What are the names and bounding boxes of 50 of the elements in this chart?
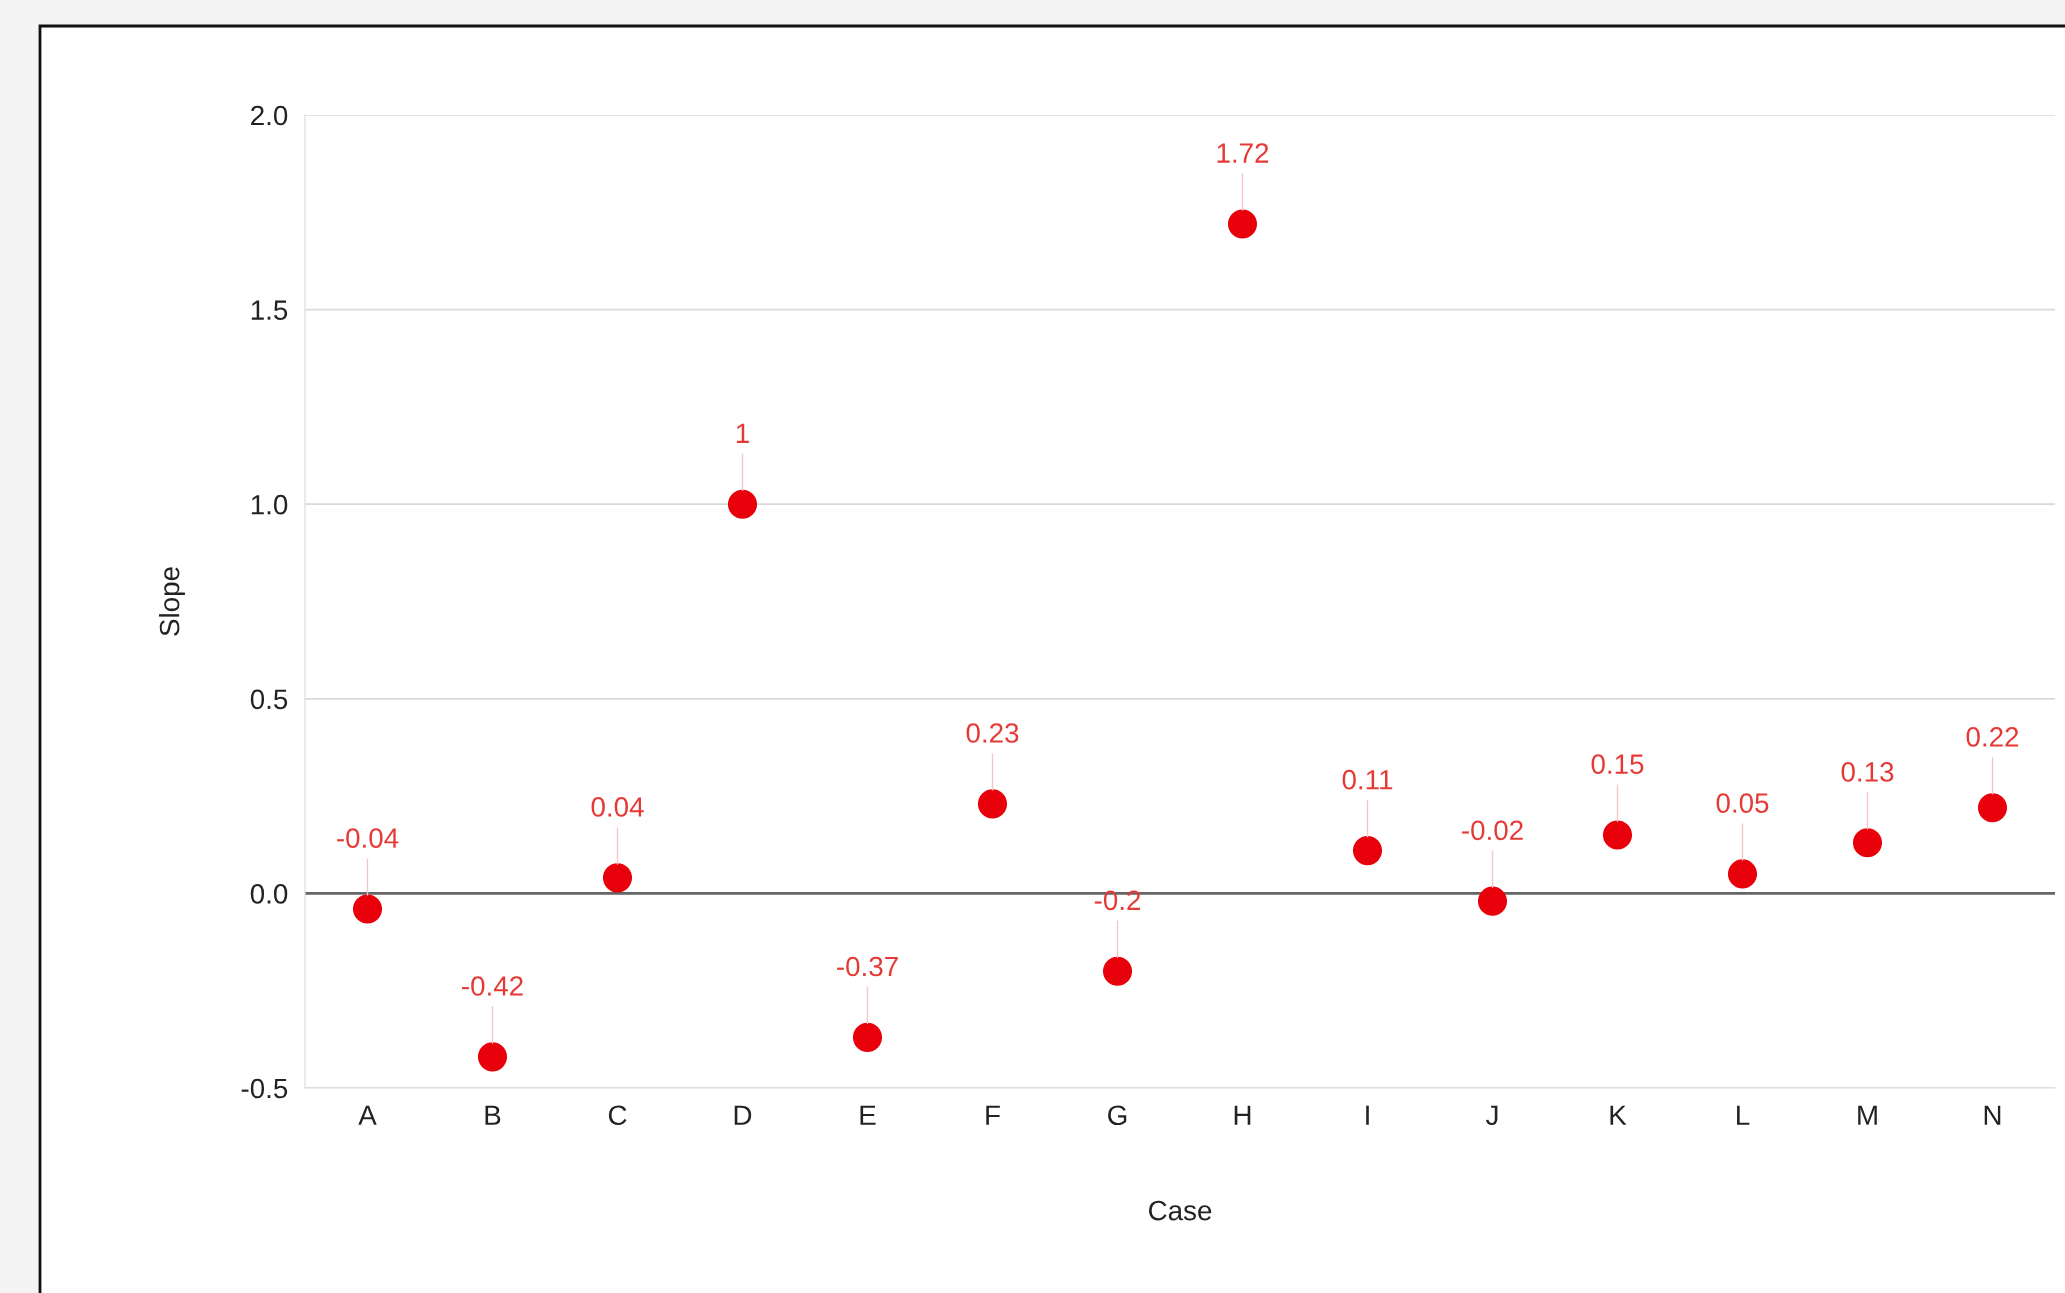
point [977, 789, 1008, 819]
data-label: -0.04 [337, 828, 399, 848]
data-label: 0.11 [1342, 769, 1393, 790]
data-label: 0.23 [966, 723, 1019, 743]
point [1602, 820, 1633, 850]
x-tick-label: B [485, 1105, 501, 1125]
data-label: -0.42 [462, 976, 523, 996]
y-tick-label: 2.0 [251, 105, 288, 126]
point [1477, 886, 1508, 916]
point [1102, 956, 1133, 986]
x-axis-title: Case [1148, 1200, 1212, 1221]
data-label: 0.13 [1841, 762, 1894, 782]
y-tick-label: 0.0 [250, 884, 288, 904]
point [352, 894, 383, 924]
y-axis-title: Slope [159, 567, 185, 636]
y-tick-label: 1.5 [251, 300, 288, 320]
x-tick-label: N [1984, 1105, 2001, 1125]
point [852, 1022, 883, 1052]
data-label: 0.05 [1716, 793, 1769, 813]
data-label: -0.37 [837, 956, 898, 977]
point [1727, 859, 1758, 889]
point [1227, 209, 1258, 239]
point [1352, 836, 1383, 866]
x-tick-label: C [608, 1105, 627, 1126]
x-tick-label: F [986, 1105, 1000, 1125]
y-tick-label: -0.5 [241, 1078, 288, 1099]
point [477, 1042, 508, 1072]
data-label: -0.02 [1462, 820, 1523, 841]
data-label: 1 [736, 423, 749, 443]
x-tick-label: G [1108, 1105, 1127, 1126]
point [1852, 828, 1883, 858]
point [602, 863, 633, 893]
y-tick-label: 1.0 [251, 494, 288, 515]
x-tick-label: A [358, 1105, 377, 1125]
x-tick-label: E [860, 1105, 876, 1125]
x-tick-label: I [1366, 1105, 1369, 1125]
x-tick-label: J [1485, 1105, 1498, 1126]
data-label: 1.72 [1217, 143, 1269, 163]
data-label: 0.04 [591, 797, 644, 817]
point [1977, 793, 2008, 823]
y-tick-label: 0.5 [250, 689, 288, 710]
data-label: 0.22 [1966, 727, 2019, 747]
x-tick-label: K [1610, 1105, 1627, 1125]
x-tick-label: M [1858, 1105, 1877, 1125]
point [727, 489, 758, 519]
x-tick-label: H [1234, 1105, 1251, 1125]
x-tick-label: L [1737, 1105, 1750, 1125]
data-label: -0.2 [1094, 890, 1141, 911]
x-tick-label: D [734, 1105, 752, 1125]
data-label: 0.15 [1591, 754, 1644, 774]
